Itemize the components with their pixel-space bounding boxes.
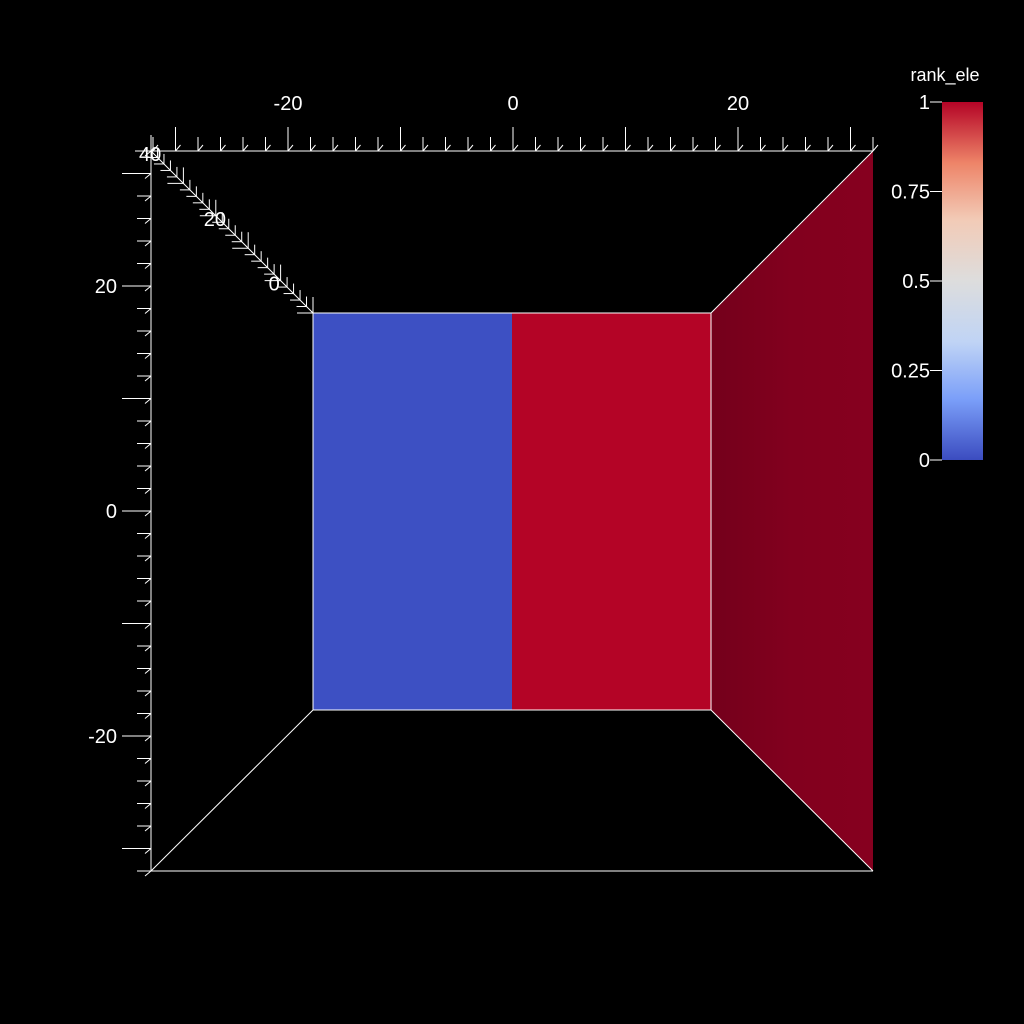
x-tick-slant: [535, 144, 541, 152]
x-tick-label: 20: [727, 93, 749, 115]
x-tick-slant: [760, 144, 766, 152]
y-tick-slant: [144, 398, 152, 404]
y-tick-slant: [144, 263, 152, 269]
x-tick-label: -20: [274, 93, 303, 115]
x-tick-slant: [400, 144, 406, 152]
y-tick-slant: [144, 330, 152, 337]
x-tick-slant: [602, 144, 609, 152]
x-tick-slant: [175, 144, 181, 152]
y-tick-slant: [144, 533, 152, 539]
x-tick-slant: [265, 144, 271, 152]
y-tick-slant: [144, 758, 152, 764]
x-tick-slant: [782, 144, 789, 152]
y-tick-slant: [144, 488, 152, 494]
z-axis: 40 20 0: [135, 135, 314, 314]
y-tick-slant: [144, 240, 152, 247]
x-tick-slant: [737, 144, 744, 152]
y-tick-slant: [144, 780, 152, 787]
y-tick-slant: [144, 690, 152, 697]
x-tick-slant: [220, 144, 226, 152]
z-tick-label: 40: [139, 144, 161, 166]
right-half-face: [512, 313, 711, 710]
x-tick-slant: [445, 144, 451, 152]
colorbar-tick-label: 0: [919, 450, 930, 472]
front-face-outline: [312, 312, 712, 711]
x-tick-slant: [197, 144, 204, 152]
side-face: [711, 151, 873, 871]
y-tick-slant: [144, 578, 152, 584]
y-tick-slant: [144, 375, 152, 382]
x-tick-slant: [377, 144, 384, 152]
x-tick-slant: [715, 144, 721, 152]
y-tick-label: 0: [106, 501, 117, 523]
x-tick-slant: [647, 144, 654, 152]
colorbar: [942, 102, 983, 460]
x-tick-slant: [557, 144, 564, 152]
x-tick-slant: [580, 144, 586, 152]
x-tick-label: 0: [507, 93, 518, 115]
y-tick-slant: [144, 285, 152, 292]
y-tick-slant: [144, 308, 152, 314]
x-tick-slant: [805, 144, 811, 152]
y-tick-slant: [144, 195, 152, 202]
y-tick-label: -20: [88, 726, 117, 748]
colorbar-tick-label: 0.25: [891, 361, 930, 383]
z-tick-label: 0: [269, 274, 280, 296]
y-tick-slant: [144, 623, 152, 629]
y-tick-slant: [144, 465, 152, 472]
y-tick-slant: [144, 510, 152, 517]
x-tick-slant: [670, 144, 676, 152]
box-edge-diag-tl: [150, 150, 314, 314]
x-tick-slant: [490, 144, 496, 152]
y-tick-slant: [144, 353, 152, 359]
y-tick-slant: [144, 218, 152, 224]
x-tick-slant: [422, 144, 429, 152]
y-tick-slant: [144, 668, 152, 674]
y-tick-slant: [144, 555, 152, 562]
y-tick-slant: [144, 803, 152, 809]
box-edge-diag-tr: [710, 150, 874, 314]
y-tick-slant: [144, 870, 152, 877]
colorbar-tick-label: 1: [919, 92, 930, 114]
y-tick-slant: [144, 173, 152, 179]
x-tick-slant: [310, 144, 316, 152]
left-half-face: [313, 313, 512, 710]
y-tick-slant: [144, 420, 152, 427]
z-tick-label: 20: [204, 209, 226, 231]
box-edge-diag-br: [710, 709, 874, 872]
x-tick-slant: [850, 144, 856, 152]
box-edge-diag-bl: [150, 709, 314, 872]
y-tick-slant: [144, 443, 152, 449]
x-tick-slant: [512, 144, 519, 152]
y-tick-slant: [144, 600, 152, 607]
x-tick-slant: [692, 144, 699, 152]
y-tick-slant: [144, 150, 152, 157]
y-tick-slant: [144, 825, 152, 832]
x-tick-slant: [152, 144, 159, 152]
x-tick-slant: [625, 144, 631, 152]
x-tick-slant: [467, 144, 474, 152]
y-tick-slant: [144, 848, 152, 854]
x-tick-slant: [872, 144, 879, 152]
x-tick-slant: [827, 144, 834, 152]
x-tick-slant: [242, 144, 249, 152]
colorbar-ticks: 0 0.25 0.5 0.75 1: [891, 92, 942, 472]
y-axis: 20 0 -20: [88, 150, 152, 877]
y-tick-slant: [144, 645, 152, 652]
x-tick-slant: [355, 144, 361, 152]
x-axis: -20 0 20: [152, 93, 879, 152]
colorbar-title: rank_ele: [910, 65, 979, 86]
y-tick-slant: [144, 713, 152, 719]
y-tick-slant: [144, 735, 152, 742]
colorbar-tick-label: 0.75: [891, 182, 930, 204]
x-tick-slant: [287, 144, 294, 152]
x-tick-slant: [332, 144, 339, 152]
y-tick-label: 20: [95, 276, 117, 298]
colorbar-tick-label: 0.5: [902, 271, 930, 293]
